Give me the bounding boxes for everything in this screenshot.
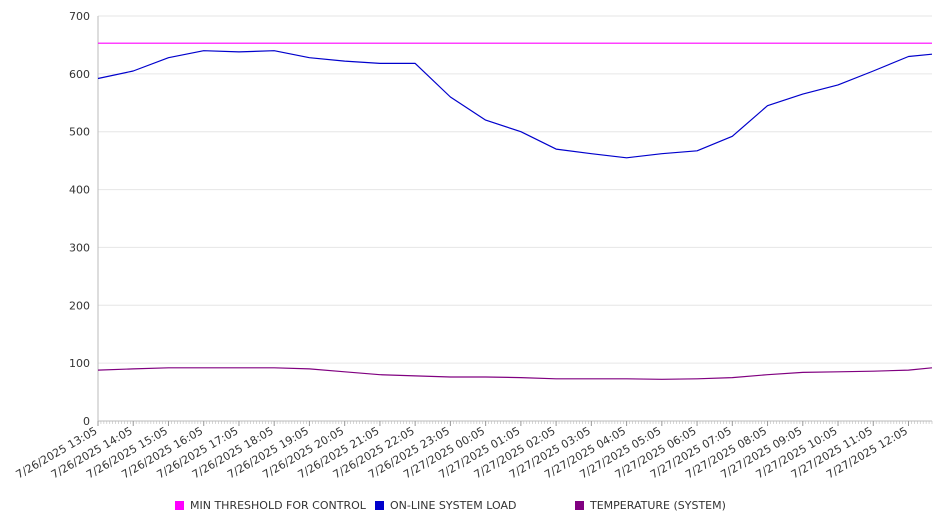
- legend-item-temperature: TEMPERATURE (SYSTEM): [575, 496, 726, 514]
- series-line-on-line-system-load: [97, 50, 933, 159]
- y-tick-label: 600: [69, 68, 90, 81]
- gridlines: [98, 15, 932, 364]
- y-tick-label: 300: [69, 241, 90, 254]
- legend-label-load: ON-LINE SYSTEM LOAD: [390, 498, 517, 512]
- legend: MIN THRESHOLD FOR CONTROL ON-LINE SYSTEM…: [0, 496, 946, 516]
- legend-label-temperature: TEMPERATURE (SYSTEM): [590, 498, 726, 512]
- y-tick-label: 400: [69, 184, 90, 197]
- y-axis-ticks: 0 100 200 300 400 500 600 700: [69, 10, 90, 428]
- legend-swatch-load: [375, 500, 384, 510]
- y-tick-label: 200: [69, 299, 90, 312]
- legend-swatch-temperature: [575, 500, 584, 510]
- legend-item-load: ON-LINE SYSTEM LOAD: [375, 496, 516, 514]
- series-lines: [97, 42, 933, 380]
- legend-item-threshold: MIN THRESHOLD FOR CONTROL: [175, 496, 366, 514]
- y-tick-label: 100: [69, 357, 90, 370]
- series-line-temperature-system: [97, 367, 933, 380]
- legend-swatch-threshold: [175, 500, 184, 510]
- x-axis-ticks: 7/26/2025 13:057/26/2025 14:057/26/2025 …: [14, 421, 910, 481]
- y-tick-label: 700: [69, 10, 90, 23]
- legend-label-threshold: MIN THRESHOLD FOR CONTROL: [190, 498, 366, 512]
- y-tick-label: 0: [83, 415, 90, 428]
- y-tick-label: 500: [69, 126, 90, 139]
